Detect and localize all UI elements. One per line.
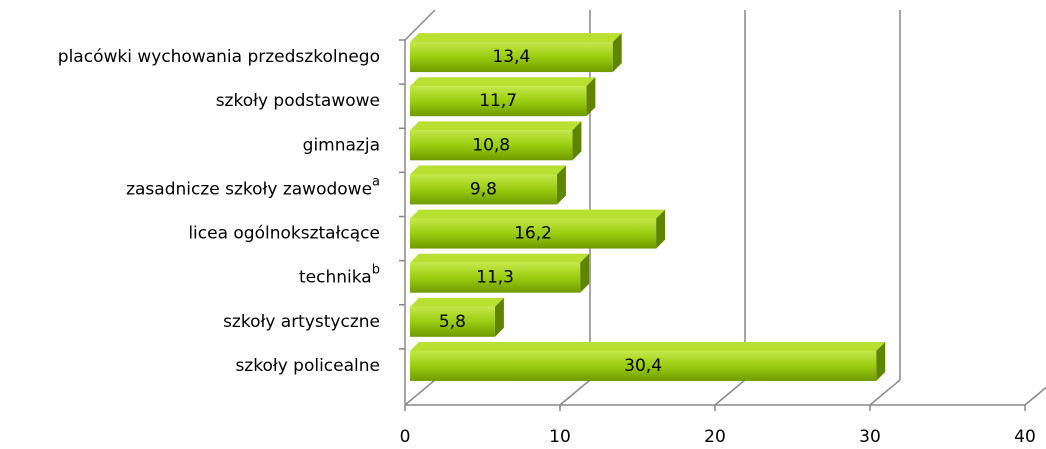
- y-tick-label: technikab: [299, 262, 380, 288]
- data-label: 10,8: [472, 135, 510, 155]
- grid-line: [869, 379, 901, 406]
- x-tick-label: 20: [704, 427, 726, 445]
- bar-side: [556, 165, 566, 205]
- bar-top: [410, 77, 596, 87]
- y-tick-label: licea ogólnokształcące: [188, 224, 380, 244]
- x-tick-label: 10: [549, 427, 571, 445]
- bar-front: [410, 306, 495, 337]
- x-tick-label: 40: [1014, 427, 1036, 445]
- data-label: 5,8: [439, 312, 466, 332]
- category-label: licea ogólnokształcące: [188, 224, 380, 244]
- axis-line: [404, 9, 436, 41]
- data-label: 11,3: [476, 268, 514, 288]
- data-label: 16,2: [514, 224, 552, 244]
- grid-line: [404, 379, 436, 406]
- bar-side: [572, 121, 582, 161]
- bar: [410, 165, 566, 205]
- y-tick-label: placówki wychowania przedszkolnego: [58, 47, 380, 67]
- bar-side: [586, 77, 596, 117]
- bar: [410, 77, 596, 117]
- y-tick-label: szkoły podstawowe: [216, 91, 380, 111]
- bar-top: [410, 297, 504, 307]
- bar-side: [580, 253, 590, 293]
- x-tick-label: 0: [400, 427, 411, 445]
- bar: [410, 209, 666, 249]
- category-label: technika: [299, 268, 372, 288]
- bar: [410, 121, 582, 161]
- bar-side: [494, 297, 504, 337]
- bar: [410, 253, 590, 293]
- bar-top: [410, 121, 582, 131]
- bar-front: [410, 350, 877, 381]
- bar-front: [410, 218, 657, 249]
- bar-front: [410, 130, 573, 161]
- data-label: 11,7: [479, 91, 517, 111]
- y-tick-label: zasadnicze szkoły zawodowea: [126, 174, 380, 200]
- data-label: 13,4: [492, 47, 530, 67]
- category-label: zasadnicze szkoły zawodowe: [126, 179, 372, 199]
- bar-side: [876, 341, 886, 381]
- grid-line: [1024, 386, 1046, 406]
- category-label: szkoły policealne: [235, 356, 380, 376]
- category-label: gimnazja: [303, 135, 380, 155]
- bar-front: [410, 174, 557, 205]
- bar-top: [410, 33, 622, 43]
- y-tick-label: gimnazja: [303, 135, 380, 155]
- category-note: a: [372, 174, 380, 189]
- category-label: szkoły artystyczne: [223, 312, 380, 332]
- bar: [410, 341, 886, 381]
- bar: [410, 297, 504, 337]
- bar-front: [410, 86, 587, 117]
- bar-side: [656, 209, 666, 249]
- bar-side: [612, 33, 622, 73]
- bar-front: [410, 262, 581, 293]
- category-label: placówki wychowania przedszkolnego: [58, 47, 380, 67]
- y-tick-label: szkoły policealne: [235, 356, 380, 376]
- category-label: szkoły podstawowe: [216, 91, 380, 111]
- bar-top: [410, 165, 566, 175]
- bar-front: [410, 42, 613, 73]
- grid-line: [714, 379, 746, 406]
- category-note: b: [372, 262, 380, 277]
- bar: [410, 33, 622, 73]
- bar-top: [410, 209, 666, 219]
- y-tick-label: szkoły artystyczne: [223, 312, 380, 332]
- data-label: 30,4: [624, 356, 662, 376]
- data-label: 9,8: [470, 179, 497, 199]
- grid-line: [559, 379, 591, 406]
- bar-top: [410, 341, 886, 351]
- bar-top: [410, 253, 590, 263]
- x-tick-label: 30: [859, 427, 881, 445]
